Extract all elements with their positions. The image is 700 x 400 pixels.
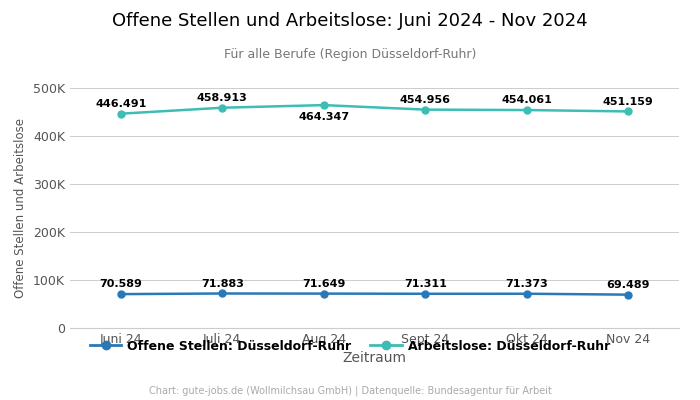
Y-axis label: Offene Stellen und Arbeitslose: Offene Stellen und Arbeitslose — [15, 118, 27, 298]
Text: 70.589: 70.589 — [99, 279, 142, 289]
Text: 454.956: 454.956 — [400, 95, 451, 105]
Text: 71.311: 71.311 — [404, 279, 447, 289]
Text: 464.347: 464.347 — [298, 112, 349, 122]
X-axis label: Zeitraum: Zeitraum — [342, 352, 407, 366]
Text: 71.883: 71.883 — [201, 279, 244, 289]
Text: 69.489: 69.489 — [606, 280, 650, 290]
Text: Für alle Berufe (Region Düsseldorf-Ruhr): Für alle Berufe (Region Düsseldorf-Ruhr) — [224, 48, 476, 61]
Text: 71.649: 71.649 — [302, 279, 345, 289]
Legend: Offene Stellen: Düsseldorf-Ruhr, Arbeitslose: Düsseldorf-Ruhr: Offene Stellen: Düsseldorf-Ruhr, Arbeits… — [85, 335, 615, 358]
Text: 454.061: 454.061 — [501, 95, 552, 105]
Text: 458.913: 458.913 — [197, 93, 248, 103]
Text: 446.491: 446.491 — [95, 99, 146, 109]
Text: 71.373: 71.373 — [505, 279, 548, 289]
Text: 451.159: 451.159 — [603, 97, 654, 107]
Text: Chart: gute-jobs.de (Wollmilchsau GmbH) | Datenquelle: Bundesagentur für Arbeit: Chart: gute-jobs.de (Wollmilchsau GmbH) … — [148, 386, 552, 396]
Text: Offene Stellen und Arbeitslose: Juni 2024 - Nov 2024: Offene Stellen und Arbeitslose: Juni 202… — [112, 12, 588, 30]
